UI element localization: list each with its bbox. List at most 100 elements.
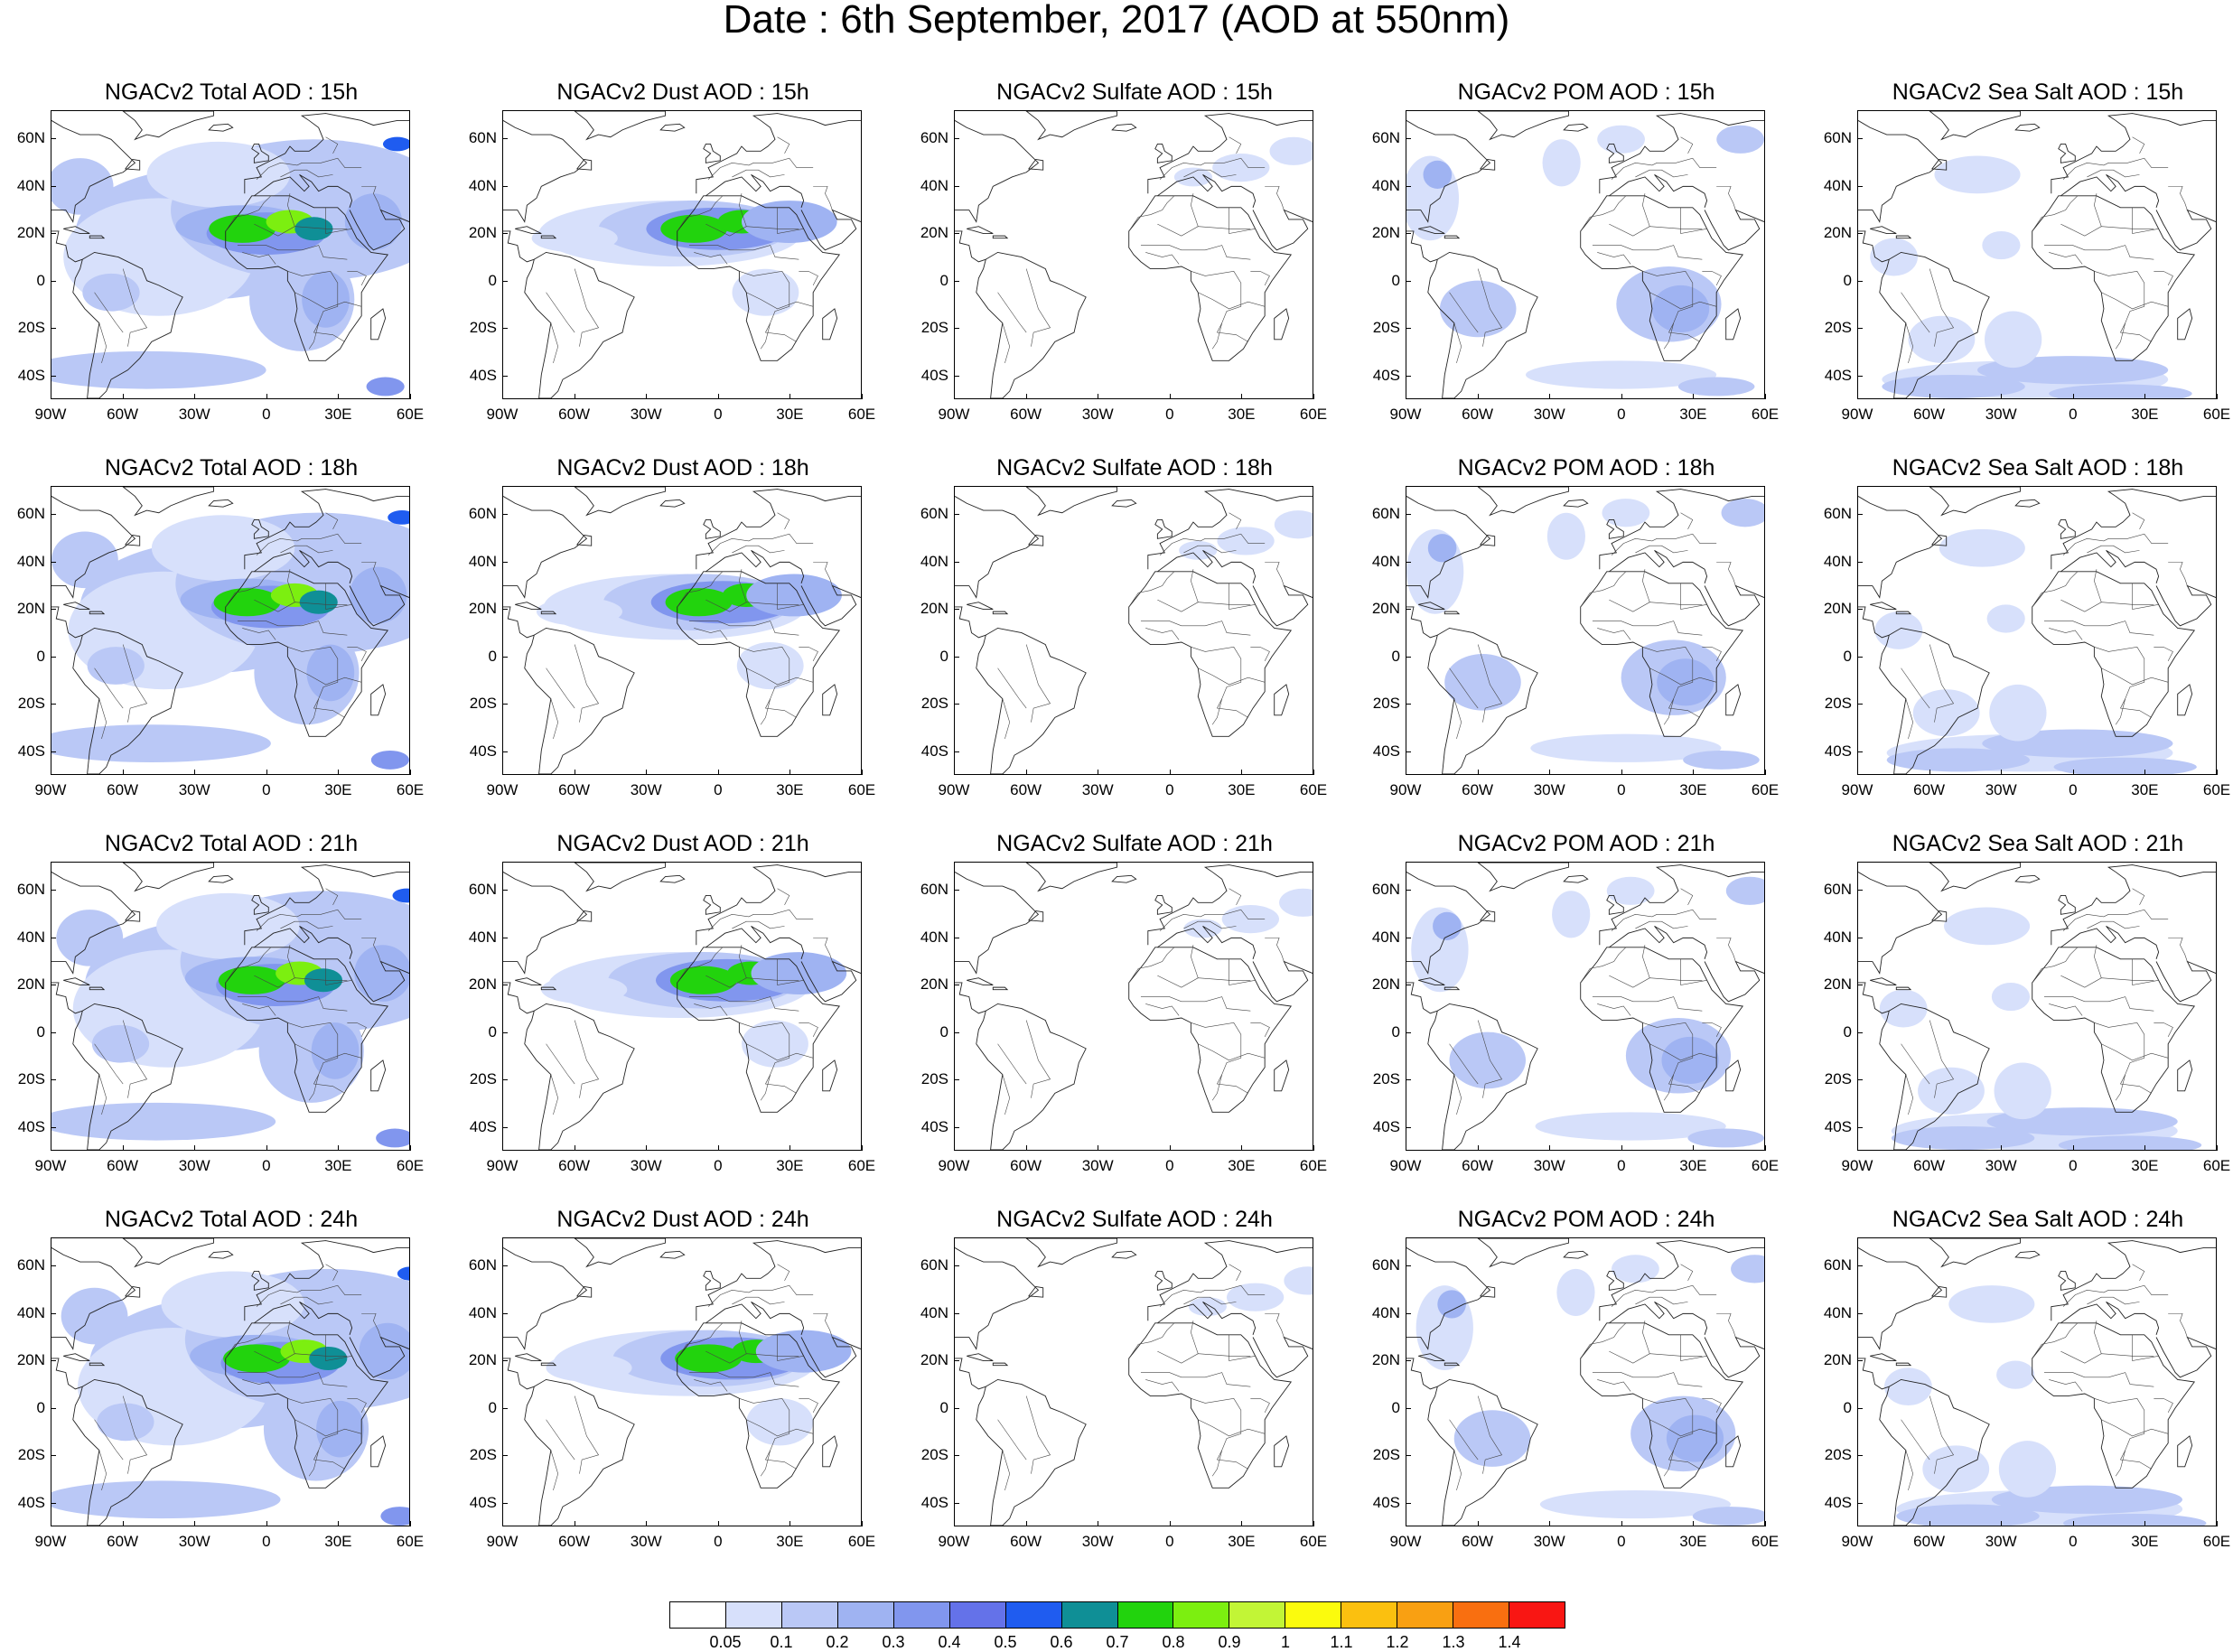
coastline-madagascar bbox=[1725, 1059, 1742, 1092]
border-line bbox=[347, 270, 367, 286]
lat-tick-label: 0 bbox=[36, 1022, 45, 1041]
coastline-northAmerica bbox=[51, 120, 136, 223]
coastlines bbox=[1406, 111, 1764, 398]
lat-tick bbox=[954, 1312, 959, 1314]
lat-tick-label: 0 bbox=[1843, 647, 1852, 665]
lon-tick-label: 60W bbox=[1913, 1533, 1946, 1550]
coastline-greenland bbox=[574, 487, 666, 517]
country-borders bbox=[1901, 888, 2188, 1115]
coastline-europe bbox=[2051, 1240, 2216, 1321]
lon-tick-label: 60E bbox=[1299, 1157, 1328, 1174]
lon-tick bbox=[1241, 770, 1243, 775]
aod-contour bbox=[1912, 689, 1980, 737]
border-line bbox=[2043, 245, 2154, 260]
lon-tick-label: 0 bbox=[1617, 1157, 1626, 1174]
border-line bbox=[732, 1296, 785, 1305]
border-line bbox=[280, 169, 333, 178]
border-line bbox=[94, 292, 124, 333]
map-frame bbox=[502, 862, 862, 1151]
coastline-northAmerica bbox=[955, 120, 1040, 223]
border-line bbox=[1265, 186, 1285, 210]
lat-tick bbox=[502, 751, 508, 752]
border-line bbox=[1477, 1020, 1503, 1098]
aod-map bbox=[1406, 1238, 1764, 1526]
lat-tick-label: 40N bbox=[16, 1303, 45, 1321]
coastline-arabia bbox=[1704, 960, 1764, 1003]
border-line bbox=[287, 569, 295, 602]
lat-tick bbox=[51, 233, 56, 235]
lat-tick-label: 0 bbox=[36, 1398, 45, 1416]
coastline-cuba bbox=[967, 1353, 994, 1361]
border-line bbox=[705, 1350, 804, 1364]
aod-contour bbox=[146, 141, 290, 208]
lon-tick bbox=[122, 1145, 124, 1151]
coastline-iceland bbox=[1111, 874, 1137, 883]
lat-tick bbox=[1406, 138, 1411, 140]
lon-tick bbox=[954, 394, 955, 399]
coastline-southAmerica bbox=[1427, 1003, 1538, 1150]
lon-tick-label: 60W bbox=[1010, 1157, 1042, 1174]
lat-tick-label: 40N bbox=[1371, 928, 1400, 946]
aod-contour bbox=[376, 1128, 409, 1148]
border-line bbox=[732, 920, 785, 929]
border-line bbox=[94, 1419, 124, 1461]
map-frame bbox=[1857, 1237, 2217, 1526]
border-line bbox=[1211, 1450, 1222, 1477]
border-line bbox=[1002, 322, 1011, 364]
border-line bbox=[1157, 1350, 1256, 1364]
aod-map bbox=[503, 863, 861, 1150]
coastline-africa bbox=[225, 1322, 389, 1489]
coastline-newfoundland bbox=[1931, 534, 1948, 546]
lat-tick bbox=[51, 890, 56, 891]
lon-tick bbox=[1693, 1145, 1695, 1151]
lon-tick-label: 0 bbox=[262, 406, 271, 423]
coastlines bbox=[51, 111, 409, 398]
lon-tick bbox=[1765, 1521, 1766, 1526]
lat-tick bbox=[1857, 1126, 1863, 1128]
aod-shading bbox=[1406, 125, 1764, 397]
lat-tick bbox=[502, 1079, 508, 1081]
border-line bbox=[2049, 252, 2083, 265]
panel-title: NGACv2 Sea Salt AOD : 24h bbox=[1892, 1207, 2184, 1232]
border-line bbox=[1642, 1397, 1700, 1470]
lon-tick bbox=[194, 394, 196, 399]
lat-tick bbox=[954, 375, 959, 377]
border-line bbox=[677, 1322, 724, 1359]
border-line bbox=[997, 292, 1027, 333]
aod-contour bbox=[1530, 733, 1722, 762]
coastline-madagascar bbox=[370, 1059, 387, 1092]
lon-tick bbox=[338, 1145, 340, 1151]
lat-tick bbox=[502, 1126, 508, 1128]
border-line bbox=[1229, 583, 1251, 605]
lat-tick-label: 60N bbox=[920, 505, 948, 523]
map-panel-sulfate: NGACv2 Sulfate AOD : 21h 60N 40N 20N 0 20S 40S… bbox=[903, 831, 1327, 1174]
coastline-britain bbox=[251, 895, 269, 915]
panel-title: NGACv2 Dust AOD : 21h bbox=[556, 831, 809, 856]
lon-tick bbox=[2144, 394, 2146, 399]
lon-tick bbox=[1241, 1145, 1243, 1151]
border-line bbox=[256, 909, 362, 931]
lat-tick-label: 0 bbox=[488, 1398, 497, 1416]
coastline-arabia bbox=[349, 209, 409, 251]
border-line bbox=[1716, 1313, 1736, 1338]
border-line bbox=[760, 1450, 771, 1477]
coastlines bbox=[503, 1238, 861, 1526]
lat-tick-label: 20S bbox=[920, 695, 948, 713]
coastline-britain bbox=[1606, 1271, 1624, 1291]
border-line bbox=[1198, 1043, 1266, 1061]
border-line bbox=[2168, 186, 2188, 210]
aod-shading bbox=[1173, 136, 1313, 187]
border-line bbox=[2132, 136, 2145, 154]
map-frame bbox=[502, 110, 862, 399]
border-line bbox=[707, 909, 814, 931]
lat-tick-label: 40S bbox=[1824, 742, 1852, 760]
coastline-hispaniola bbox=[1895, 986, 1912, 991]
lat-tick-label: 20S bbox=[17, 1070, 45, 1088]
lon-tick-label: 30E bbox=[2131, 1157, 2159, 1174]
coastline-iceland bbox=[208, 123, 234, 132]
lon-tick-label: 30E bbox=[1228, 406, 1256, 423]
lon-tick-label: 30W bbox=[178, 781, 210, 798]
lon-tick-label: 60E bbox=[396, 1533, 425, 1550]
lat-tick-label: 60N bbox=[468, 1256, 497, 1274]
aod-contour bbox=[1526, 360, 1717, 389]
